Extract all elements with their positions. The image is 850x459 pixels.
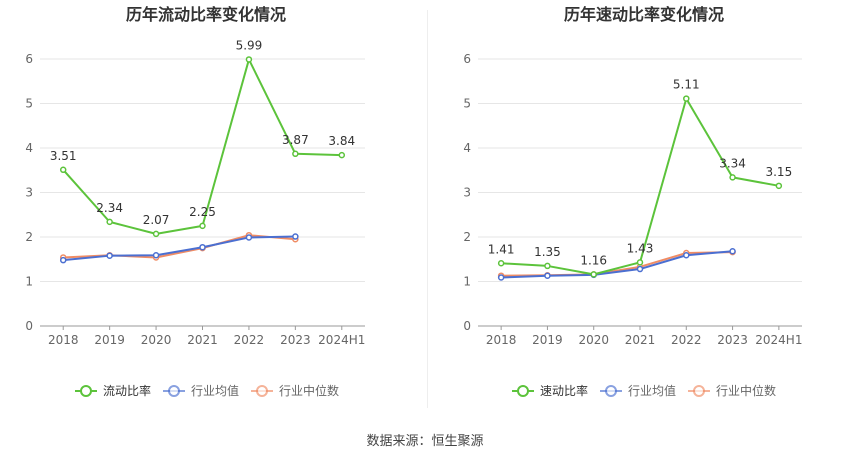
x-tick-label: 2019 (532, 333, 563, 347)
x-tick-label: 2023 (717, 333, 748, 347)
x-tick-label: 2018 (486, 333, 517, 347)
legend-label: 速动比率 (540, 383, 588, 398)
legend-label: 流动比率 (103, 383, 151, 398)
y-tick-label: 0 (25, 319, 33, 333)
legend-label: 行业均值 (191, 383, 239, 398)
chart-title: 历年流动比率变化情况 (126, 5, 286, 24)
legend-label: 行业中位数 (716, 383, 776, 398)
data-point (106, 218, 113, 226)
data-label: 3.34 (719, 156, 746, 170)
y-tick-label: 5 (25, 97, 33, 111)
data-label: 3.84 (328, 134, 355, 148)
chart-title: 历年速动比率变化情况 (564, 5, 724, 24)
data-point (199, 222, 206, 230)
data-point (683, 95, 690, 102)
legend-marker (256, 385, 268, 397)
data-label: 5.11 (673, 78, 700, 92)
data-point (245, 56, 253, 63)
chart-2: 历年速动比率变化情况 0 1 2 3 4 5 6 2018 2019 2020 2021 2022 202… (463, 5, 802, 398)
data-point (106, 252, 113, 259)
x-tick-label: 2020 (578, 333, 609, 347)
y-tick-label: 2 (463, 230, 471, 244)
legend-marker (80, 385, 92, 397)
y-tick-label: 3 (463, 186, 471, 200)
legend-label: 行业均值 (628, 383, 676, 398)
y-tick-label: 1 (463, 275, 471, 289)
y-tick-label: 0 (463, 319, 471, 333)
data-label: 1.35 (534, 245, 561, 259)
data-label: 3.51 (50, 149, 77, 163)
y-tick-label: 1 (25, 275, 33, 289)
x-tick-label: 2021 (625, 333, 656, 347)
y-tick-label: 4 (463, 141, 471, 155)
data-point (199, 243, 206, 251)
x-tick-label: 2021 (187, 333, 218, 347)
data-point (729, 247, 736, 255)
data-point (292, 150, 299, 158)
y-tick-label: 3 (25, 186, 33, 200)
y-tick-label: 4 (25, 141, 33, 155)
data-point (152, 230, 160, 238)
panel-divider (427, 10, 428, 408)
data-point (590, 271, 597, 278)
data-point (245, 234, 253, 241)
data-point (59, 166, 67, 174)
data-label: 5.99 (236, 38, 263, 52)
x-tick-label: 2022 (671, 333, 702, 347)
data-label: 2.25 (189, 205, 216, 219)
data-point (636, 265, 644, 273)
data-label: 1.41 (488, 242, 515, 256)
data-point (59, 256, 67, 264)
data-source-note: 数据来源：恒生聚源 (366, 434, 484, 449)
data-point (152, 251, 160, 259)
x-tick-label: 2024H1 (318, 333, 365, 347)
data-label: 3.87 (282, 133, 309, 147)
data-label: 1.16 (580, 253, 607, 267)
series-line-3 (63, 234, 296, 259)
x-tick-label: 2018 (48, 333, 79, 347)
legend-marker (517, 385, 529, 397)
data-point (544, 262, 551, 270)
legend-marker (605, 385, 617, 397)
data-point (775, 182, 783, 190)
legend-marker (693, 385, 705, 397)
data-label: 1.43 (627, 241, 654, 255)
chart-1: 历年流动比率变化情况 0 1 2 3 4 5 6 2018 2019 2020 2021 2022 202… (25, 5, 365, 398)
x-tick-label: 2024H1 (755, 333, 802, 347)
data-label: 2.07 (143, 213, 170, 227)
y-tick-label: 5 (463, 97, 471, 111)
x-tick-label: 2022 (234, 333, 265, 347)
series-line-2 (501, 250, 733, 279)
data-point (636, 259, 644, 266)
data-label: 2.34 (96, 201, 123, 215)
x-tick-label: 2020 (141, 333, 172, 347)
data-point (544, 272, 551, 279)
data-point (292, 233, 299, 240)
data-point (683, 251, 690, 259)
legend-label: 行业中位数 (279, 383, 339, 398)
data-point (729, 174, 736, 181)
y-tick-label: 2 (25, 230, 33, 244)
data-point (497, 274, 505, 281)
legend-marker (168, 385, 180, 397)
series-line-2 (63, 235, 296, 262)
data-point (338, 151, 346, 159)
x-tick-label: 2019 (94, 333, 125, 347)
data-point (497, 260, 505, 267)
y-tick-label: 6 (25, 52, 33, 66)
x-tick-label: 2023 (280, 333, 311, 347)
y-tick-label: 6 (463, 52, 471, 66)
data-label: 3.15 (765, 165, 792, 179)
